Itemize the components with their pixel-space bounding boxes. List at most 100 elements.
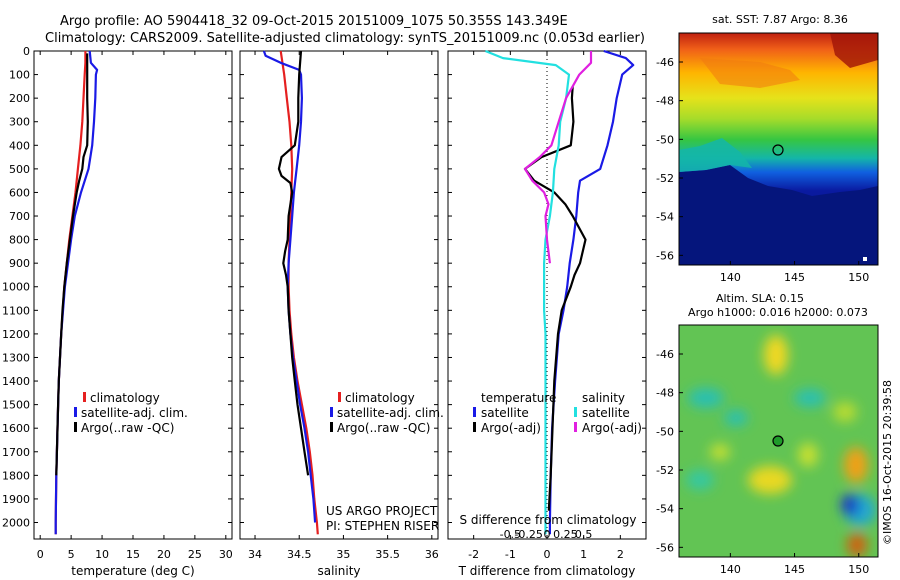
- map-y-tick-label: -48: [656, 387, 674, 400]
- y-tick-label: 1400: [2, 375, 30, 388]
- temperature-series-group: [54, 50, 99, 535]
- legend-swatch-s-argo: [574, 422, 577, 432]
- y-tick-label: 300: [9, 116, 30, 129]
- legend-label-t-argo: Argo(-adj): [481, 421, 541, 435]
- x-tick-label: 34: [248, 548, 262, 561]
- map-x-tick-label: 145: [784, 563, 805, 576]
- sla-blob-cyan: [794, 389, 826, 407]
- legend-label-satellite: satellite-adj. clim.: [81, 406, 188, 420]
- sst-map-title: sat. SST: 7.87 Argo: 8.36: [712, 13, 848, 26]
- difference-series-group: [484, 49, 635, 539]
- y-tick-label: 900: [9, 257, 30, 270]
- legend-swatch-satellite: [330, 407, 333, 417]
- sla-blob-yellow: [833, 402, 857, 422]
- map-y-tick-label: -54: [656, 211, 674, 224]
- y-tick-label: 1500: [2, 399, 30, 412]
- y-tick-label: 1800: [2, 469, 30, 482]
- y-tick-label: 500: [9, 163, 30, 176]
- series-line-s-satellite: [484, 49, 571, 535]
- y-tick-label: 0: [23, 45, 30, 58]
- map-x-tick-label: 145: [784, 271, 805, 284]
- sla-argo-marker: [772, 435, 784, 447]
- salinity-legend: climatology satellite-adj. clim. Argo(..…: [330, 391, 444, 435]
- sla-map-axes: 140 145 150 -46 -48 -50 -52 -54 -56: [656, 348, 869, 576]
- x-tick-label: 30: [219, 548, 233, 561]
- x-tick-label: -1: [505, 548, 516, 561]
- sla-blob-cyan: [686, 470, 714, 490]
- sst-orange-band: [700, 58, 800, 88]
- series-line-satellite-adj-clim: [54, 50, 99, 535]
- sst-front-cyan: [679, 138, 752, 172]
- y-tick-label: 100: [9, 69, 30, 82]
- legend-swatch-satellite: [74, 407, 77, 417]
- sla-anomaly-blobs: [686, 335, 876, 557]
- difference-legend: temperature salinity satellite Argo(-adj…: [473, 391, 642, 435]
- y-tick-label: 1700: [2, 446, 30, 459]
- x-tick-label: 35: [336, 548, 350, 561]
- series-line-t-satellite: [548, 49, 635, 535]
- x-tick-label-salinity: 0.5: [575, 528, 593, 541]
- pi-credit: PI: STEPHEN RISER: [326, 519, 439, 533]
- project-credit: US ARGO PROJECT: [326, 504, 438, 518]
- temperature-legend: climatology satellite-adj. clim. Argo(..…: [74, 391, 188, 435]
- x-tick-label: 0: [544, 548, 551, 561]
- map-y-tick-label: -50: [656, 133, 674, 146]
- legend-swatch-argo: [330, 422, 333, 432]
- map-y-tick-label: -56: [656, 249, 674, 262]
- legend-label-climatology: climatology: [90, 391, 160, 405]
- sla-blob-yellow: [798, 443, 818, 467]
- sla-map-title: Altim. SLA: 0.15: [716, 292, 804, 305]
- salinity-panel-frame: [239, 50, 439, 540]
- legend-swatch-climatology: [83, 392, 86, 402]
- map-x-tick-label: 150: [848, 563, 869, 576]
- x-tick-label: 5: [68, 548, 75, 561]
- difference-xlabel-t: T difference from climatology: [458, 564, 636, 578]
- map-y-tick-label: -46: [656, 348, 674, 361]
- legend-swatch-argo: [74, 422, 77, 432]
- x-tick-label: 15: [126, 548, 140, 561]
- salinity-xlabel: salinity: [317, 564, 360, 578]
- legend-swatch-t-argo: [473, 422, 476, 432]
- legend-label-s-argo: Argo(-adj): [582, 421, 642, 435]
- map-x-tick-label: 150: [848, 271, 869, 284]
- x-tick-label-salinity: 0.25: [553, 528, 578, 541]
- series-line-climatology: [54, 51, 87, 535]
- series-line-argo-raw-qc: [55, 53, 89, 476]
- series-line-climatology: [279, 50, 319, 535]
- y-tick-label: 700: [9, 210, 30, 223]
- sst-argo-marker: [772, 144, 784, 156]
- sla-blob-yellow: [764, 335, 788, 375]
- map-y-tick-label: -46: [656, 56, 674, 69]
- x-tick-label-salinity: 0: [544, 528, 551, 541]
- y-tick-label: 1300: [2, 351, 30, 364]
- map-y-tick-label: -48: [656, 95, 674, 108]
- map-y-tick-label: -54: [656, 503, 674, 516]
- legend-label-s-satellite: satellite: [582, 406, 630, 420]
- y-tick-label: 2000: [2, 516, 30, 529]
- figure-title-line2: Climatology: CARS2009. Satellite-adjuste…: [45, 31, 645, 46]
- legend-swatch-climatology: [338, 392, 341, 402]
- sla-blob-yellow: [710, 444, 730, 460]
- figure-title-line1: Argo profile: AO 5904418_32 09-Oct-2015 …: [60, 14, 568, 29]
- sla-blob-red: [847, 533, 867, 557]
- legend-label-t-satellite: satellite: [481, 406, 529, 420]
- difference-axes: -2 -1 0 1 2 -0.5-0.25 0 0.250.5: [448, 50, 646, 561]
- map-y-tick-label: -50: [656, 425, 674, 438]
- series-line-t-argo-adj: [523, 86, 587, 511]
- sst-map-frame: [678, 32, 879, 266]
- sla-map-frame: [678, 324, 879, 558]
- y-tick-label: 600: [9, 186, 30, 199]
- x-tick-label: 25: [188, 548, 202, 561]
- sla-map-subtitle: Argo h1000: 0.016 h2000: 0.073: [688, 306, 868, 319]
- legend-label-argo: Argo(..raw -QC): [81, 421, 174, 435]
- legend-heading-temperature: temperature: [481, 391, 556, 405]
- y-tick-label: 200: [9, 92, 30, 105]
- map-y-tick-label: -52: [656, 172, 674, 185]
- x-tick-label: 36: [425, 548, 439, 561]
- map-x-tick-label: 140: [720, 563, 741, 576]
- sst-map-image: [679, 33, 878, 265]
- sst-cold-tongue: [679, 165, 878, 265]
- salinity-series-group: [262, 50, 319, 535]
- series-line-s-argo-adj: [523, 51, 593, 264]
